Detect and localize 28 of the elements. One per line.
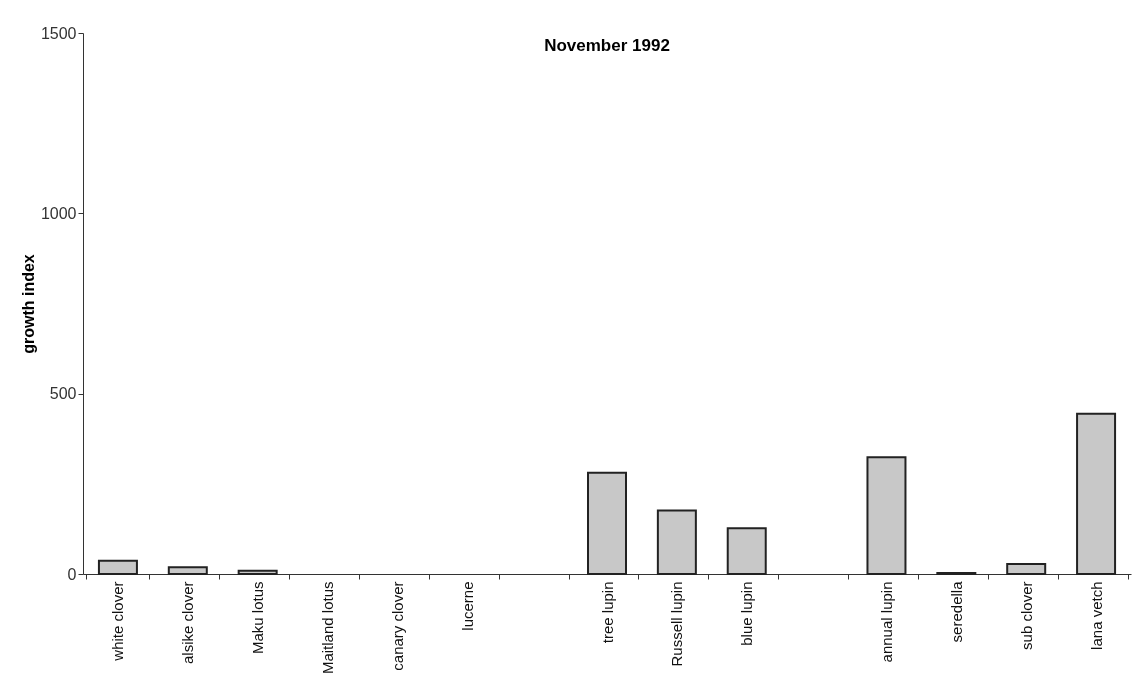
x-tick-label: white clover bbox=[109, 581, 127, 662]
x-tick-label: seredella bbox=[947, 580, 965, 643]
x-tick-label: Maku lotus bbox=[249, 581, 267, 655]
bar bbox=[587, 471, 627, 575]
x-tick-label: canary clover bbox=[388, 581, 406, 671]
x-tick-label: lucerne bbox=[458, 581, 476, 631]
x-tick-label: lana vetch bbox=[1087, 581, 1105, 650]
bar bbox=[656, 509, 697, 575]
bar bbox=[97, 559, 138, 575]
bar bbox=[167, 566, 208, 575]
x-tick-label: alsike clover bbox=[179, 581, 197, 665]
x-tick-label: annual lupin bbox=[877, 581, 895, 663]
bar bbox=[1076, 412, 1117, 575]
y-tick-label: 1000 bbox=[40, 204, 77, 222]
x-tick-label: Maitland lotus bbox=[319, 581, 337, 675]
bar bbox=[237, 569, 278, 575]
bar bbox=[866, 456, 907, 575]
bar bbox=[726, 527, 767, 575]
y-axis-title: growth index bbox=[19, 254, 37, 354]
chart-title: November 1992 bbox=[544, 36, 670, 55]
x-tick-label: Russell lupin bbox=[668, 581, 686, 667]
y-tick-label: 0 bbox=[67, 565, 77, 583]
x-tick-label: sub clover bbox=[1017, 581, 1035, 650]
y-tick-label: 1500 bbox=[40, 24, 77, 42]
bar bbox=[1006, 562, 1047, 575]
x-tick-label: tree lupin bbox=[598, 581, 616, 644]
y-tick-label: 500 bbox=[49, 385, 77, 403]
x-tick-label: blue lupin bbox=[738, 581, 756, 646]
